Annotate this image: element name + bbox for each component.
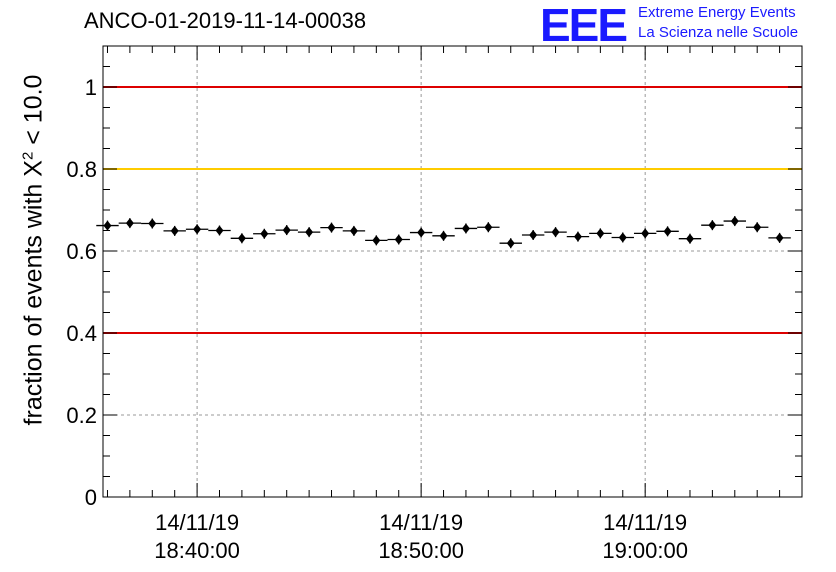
data-point-marker [730,216,739,227]
data-point [544,227,567,238]
data-point [342,225,366,236]
data-point-marker [193,224,202,235]
data-point-marker [529,230,538,241]
data-point-marker [305,227,314,238]
data-point [477,222,500,233]
data-point-marker [753,222,762,233]
grid-lines [103,46,802,497]
data-point-marker [170,225,179,236]
y-tick-label: 0 [85,485,97,510]
data-point-marker [663,226,672,237]
x-tick-time-label: 19:00:00 [602,538,688,563]
data-point [409,227,433,238]
data-point-marker [461,223,470,234]
data-point [656,226,679,237]
data-point [745,222,769,233]
plot-frame [102,45,803,498]
y-tick-label: 0.8 [66,157,97,182]
reference-lines [103,86,802,334]
data-point [320,222,343,233]
x-tick-time-label: 18:50:00 [378,538,464,563]
y-tick-label: 0.2 [66,403,97,428]
data-point-marker [775,232,784,243]
data-point [633,228,657,239]
data-point [208,225,231,236]
data-point-marker [103,220,112,231]
data-point [387,234,410,245]
data-point [297,227,321,238]
y-tick-label: 0.6 [66,239,97,264]
data-point-marker [215,225,224,236]
data-point [521,230,545,241]
data-point [185,224,209,235]
data-point-marker [685,233,694,244]
x-tick-date-label: 14/11/19 [155,510,239,535]
data-point-marker [125,218,134,229]
data-point [566,231,590,242]
data-point [230,233,254,244]
data-point-marker [439,230,448,241]
data-point [275,225,298,236]
data-point [454,223,478,234]
data-point-marker [618,232,627,243]
run-title: ANCO-01-2019-11-14-00038 [84,8,367,33]
data-point [432,230,455,241]
data-point-marker [394,234,403,245]
y-axis-label-main: fraction of events with X [19,160,48,426]
data-point-marker [506,238,515,249]
y-axis-label-tail: < 10.0 [19,74,48,152]
data-point-marker [641,228,650,239]
data-point [365,235,388,246]
data-point [499,238,522,249]
logo-line-1: Extreme Energy Events [638,4,796,21]
data-point [611,232,634,243]
data-point [118,218,142,229]
data-points [96,216,791,249]
data-point [678,233,702,244]
data-point [163,225,186,236]
data-point-marker [237,233,246,244]
y-tick-label: 0.4 [66,321,97,346]
data-point [96,220,119,231]
data-point-marker [260,228,269,239]
data-point-marker [551,227,560,238]
x-tick-date-label: 14/11/19 [603,510,687,535]
data-point [589,228,612,239]
data-point [768,232,791,243]
logo-line-2: La Scienza nelle Scuole [638,24,799,41]
data-point-marker [484,222,493,233]
data-point [701,220,724,231]
data-point-marker [417,227,426,238]
logo-mark: EEE [540,0,628,51]
x-tick-time-label: 18:40:00 [154,538,240,563]
data-point-marker [573,231,582,242]
plot-axes: 0 0.2 0.4 0.6 0.8 1 14/11/19 18:40:00 14/11/19 18… [66,45,803,563]
x-tick-date-label: 14/11/19 [379,510,463,535]
data-point-marker [148,218,157,229]
data-point-marker [596,228,605,239]
data-point-marker [708,220,717,231]
y-axis-label-exponent: 2 [19,151,37,161]
data-point [253,228,276,239]
data-point-marker [349,225,358,236]
data-point [723,216,746,227]
eee-logo: EEE Extreme Energy Events La Scienza nel… [540,0,830,51]
data-point-marker [282,225,291,236]
y-tick-label: 1 [85,75,97,100]
data-point-marker [372,235,381,246]
data-point-marker [327,222,336,233]
data-point [141,218,164,229]
